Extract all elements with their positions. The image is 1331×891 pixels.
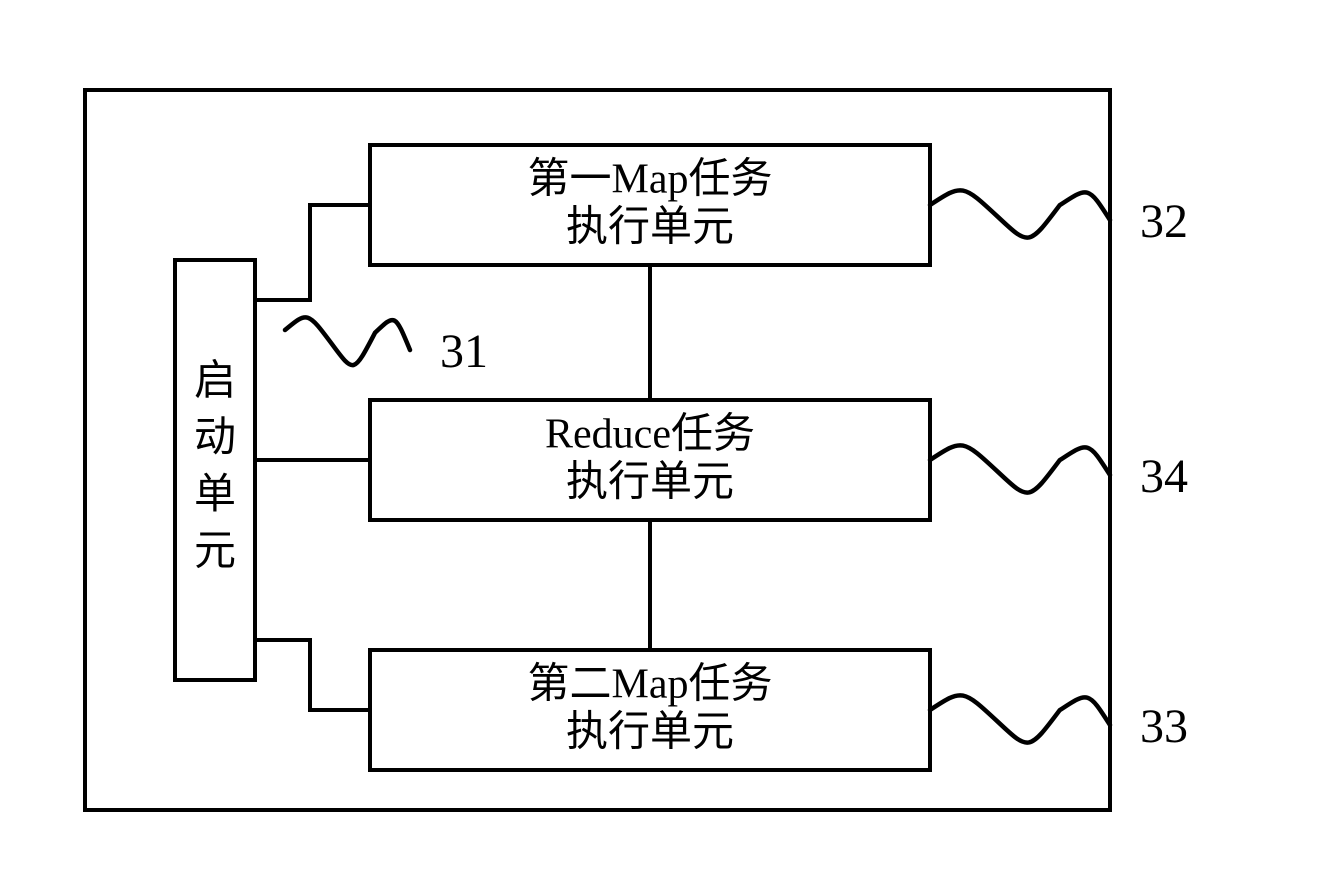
node-map2_unit-text-1: 执行单元 [566, 710, 734, 756]
node-reduce_unit: Reduce任务执行单元 [370, 400, 930, 520]
node-map1_unit: 第一Map任务执行单元 [370, 145, 930, 265]
node-reduce_unit-text-1: 执行单元 [566, 460, 734, 506]
node-start_unit-text-1: 动 [194, 415, 236, 461]
edge-start_unit-map2_unit [255, 640, 370, 710]
leader-label_33 [930, 695, 1110, 742]
leader-label_32 [930, 190, 1110, 237]
node-start_unit-text-2: 单 [194, 472, 236, 518]
node-map1_unit-text-1: 执行单元 [566, 205, 734, 251]
node-reduce_unit-text-0: Reduce任务 [545, 411, 755, 457]
label_33: 33 [1140, 700, 1188, 753]
node-map2_unit: 第二Map任务执行单元 [370, 650, 930, 770]
block-diagram: 启动单元第一Map任务执行单元Reduce任务执行单元第二Map任务执行单元31… [0, 0, 1331, 891]
node-map2_unit-text-0: 第二Map任务 [528, 661, 773, 707]
node-start_unit-text-3: 元 [194, 529, 236, 575]
leader-label_34 [930, 445, 1110, 492]
edge-start_unit-map1_unit [255, 205, 370, 300]
label_32: 32 [1140, 195, 1188, 248]
leader-label_31 [285, 317, 410, 365]
label_31: 31 [440, 325, 488, 378]
node-start_unit: 启动单元 [175, 260, 255, 680]
node-start_unit-text-0: 启 [194, 358, 236, 404]
label_34: 34 [1140, 450, 1188, 503]
node-map1_unit-text-0: 第一Map任务 [528, 156, 773, 202]
